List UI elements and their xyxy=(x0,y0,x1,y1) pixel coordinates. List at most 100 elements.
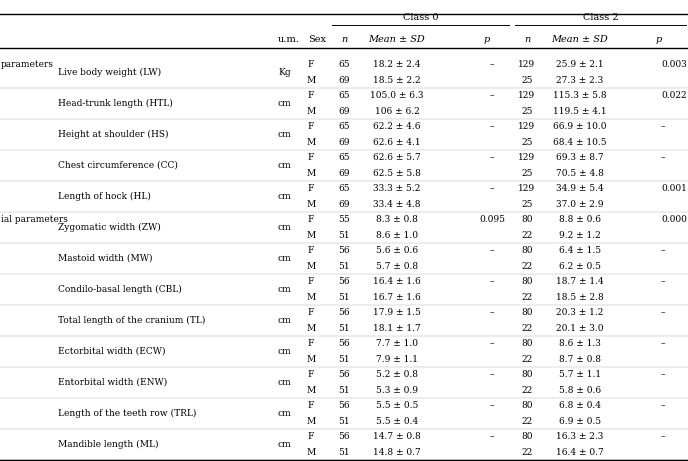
Text: 18.1 ± 1.7: 18.1 ± 1.7 xyxy=(373,324,421,333)
Text: 129: 129 xyxy=(519,91,535,100)
Text: M: M xyxy=(306,386,316,395)
Text: p: p xyxy=(656,35,662,43)
Text: 22: 22 xyxy=(522,293,533,302)
Text: 16.7 ± 1.6: 16.7 ± 1.6 xyxy=(373,293,421,302)
Text: 0.003: 0.003 xyxy=(661,60,687,69)
Text: –: – xyxy=(661,432,665,441)
Text: 5.5 ± 0.4: 5.5 ± 0.4 xyxy=(376,417,418,426)
Text: 17.9 ± 1.5: 17.9 ± 1.5 xyxy=(373,308,421,317)
Text: M: M xyxy=(306,107,316,116)
Text: 51: 51 xyxy=(338,386,350,395)
Text: 70.5 ± 4.8: 70.5 ± 4.8 xyxy=(556,169,604,178)
Text: 65: 65 xyxy=(338,91,350,100)
Text: cm: cm xyxy=(278,316,292,325)
Text: 129: 129 xyxy=(519,122,535,131)
Text: 105.0 ± 6.3: 105.0 ± 6.3 xyxy=(370,91,424,100)
Text: M: M xyxy=(306,355,316,364)
Text: 6.8 ± 0.4: 6.8 ± 0.4 xyxy=(559,401,601,410)
Text: 55: 55 xyxy=(338,215,350,224)
Text: 5.6 ± 0.6: 5.6 ± 0.6 xyxy=(376,246,418,255)
Text: 62.2 ± 4.6: 62.2 ± 4.6 xyxy=(374,122,421,131)
Text: 56: 56 xyxy=(338,308,350,317)
Text: F: F xyxy=(308,122,314,131)
Text: 0.001: 0.001 xyxy=(661,184,687,193)
Text: 7.7 ± 1.0: 7.7 ± 1.0 xyxy=(376,339,418,348)
Text: 51: 51 xyxy=(338,262,350,271)
Text: –: – xyxy=(490,432,494,441)
Text: 20.3 ± 1.2: 20.3 ± 1.2 xyxy=(557,308,603,317)
Text: –: – xyxy=(490,246,494,255)
Text: 6.2 ± 0.5: 6.2 ± 0.5 xyxy=(559,262,601,271)
Text: Entorbital width (ENW): Entorbital width (ENW) xyxy=(58,378,167,387)
Text: 18.5 ± 2.2: 18.5 ± 2.2 xyxy=(373,76,421,85)
Text: cm: cm xyxy=(278,409,292,418)
Text: –: – xyxy=(661,153,665,162)
Text: Chest circumference (CC): Chest circumference (CC) xyxy=(58,161,178,170)
Text: F: F xyxy=(308,153,314,162)
Text: F: F xyxy=(308,246,314,255)
Text: cm: cm xyxy=(278,192,292,201)
Text: 0.095: 0.095 xyxy=(479,215,505,224)
Text: 25: 25 xyxy=(522,76,533,85)
Text: 51: 51 xyxy=(338,417,350,426)
Text: cm: cm xyxy=(278,254,292,263)
Text: –: – xyxy=(661,308,665,317)
Text: M: M xyxy=(306,169,316,178)
Text: 25: 25 xyxy=(522,138,533,147)
Text: 8.7 ± 0.8: 8.7 ± 0.8 xyxy=(559,355,601,364)
Text: F: F xyxy=(308,91,314,100)
Text: 69: 69 xyxy=(338,138,350,147)
Text: 22: 22 xyxy=(522,231,533,240)
Text: Class 2: Class 2 xyxy=(583,13,619,23)
Text: 6.4 ± 1.5: 6.4 ± 1.5 xyxy=(559,246,601,255)
Text: 65: 65 xyxy=(338,122,350,131)
Text: Zygomatic width (ZW): Zygomatic width (ZW) xyxy=(58,223,161,232)
Text: 51: 51 xyxy=(338,293,350,302)
Text: M: M xyxy=(306,262,316,271)
Text: 25.9 ± 2.1: 25.9 ± 2.1 xyxy=(556,60,604,69)
Text: F: F xyxy=(308,370,314,379)
Text: 5.7 ± 0.8: 5.7 ± 0.8 xyxy=(376,262,418,271)
Text: 56: 56 xyxy=(338,246,350,255)
Text: 18.7 ± 1.4: 18.7 ± 1.4 xyxy=(556,277,604,286)
Text: 80: 80 xyxy=(522,370,533,379)
Text: F: F xyxy=(308,401,314,410)
Text: 80: 80 xyxy=(522,308,533,317)
Text: 27.3 ± 2.3: 27.3 ± 2.3 xyxy=(557,76,603,85)
Text: 51: 51 xyxy=(338,231,350,240)
Text: 5.3 ± 0.9: 5.3 ± 0.9 xyxy=(376,386,418,395)
Text: 65: 65 xyxy=(338,153,350,162)
Text: 25: 25 xyxy=(522,200,533,209)
Text: 115.3 ± 5.8: 115.3 ± 5.8 xyxy=(553,91,607,100)
Text: 22: 22 xyxy=(522,324,533,333)
Text: 0.000: 0.000 xyxy=(661,215,687,224)
Text: Total length of the cranium (TL): Total length of the cranium (TL) xyxy=(58,316,206,325)
Text: Mandible length (ML): Mandible length (ML) xyxy=(58,440,158,449)
Text: –: – xyxy=(490,184,494,193)
Text: 7.9 ± 1.1: 7.9 ± 1.1 xyxy=(376,355,418,364)
Text: –: – xyxy=(490,339,494,348)
Text: 8.6 ± 1.0: 8.6 ± 1.0 xyxy=(376,231,418,240)
Text: Kg: Kg xyxy=(278,68,290,77)
Text: 65: 65 xyxy=(338,60,350,69)
Text: 6.9 ± 0.5: 6.9 ± 0.5 xyxy=(559,417,601,426)
Text: F: F xyxy=(308,339,314,348)
Text: 18.2 ± 2.4: 18.2 ± 2.4 xyxy=(374,60,421,69)
Text: 33.3 ± 5.2: 33.3 ± 5.2 xyxy=(374,184,420,193)
Text: 51: 51 xyxy=(338,355,350,364)
Text: 8.6 ± 1.3: 8.6 ± 1.3 xyxy=(559,339,601,348)
Text: Mean ± SD: Mean ± SD xyxy=(552,35,608,43)
Text: –: – xyxy=(490,153,494,162)
Text: Class 0: Class 0 xyxy=(402,13,438,23)
Text: M: M xyxy=(306,293,316,302)
Text: Ectorbital width (ECW): Ectorbital width (ECW) xyxy=(58,347,166,356)
Text: 0.022: 0.022 xyxy=(661,91,687,100)
Text: F: F xyxy=(308,308,314,317)
Text: 69: 69 xyxy=(338,169,350,178)
Text: 22: 22 xyxy=(522,262,533,271)
Text: cm: cm xyxy=(278,440,292,449)
Text: 22: 22 xyxy=(522,448,533,457)
Text: M: M xyxy=(306,76,316,85)
Text: 14.8 ± 0.7: 14.8 ± 0.7 xyxy=(373,448,421,457)
Text: F: F xyxy=(308,184,314,193)
